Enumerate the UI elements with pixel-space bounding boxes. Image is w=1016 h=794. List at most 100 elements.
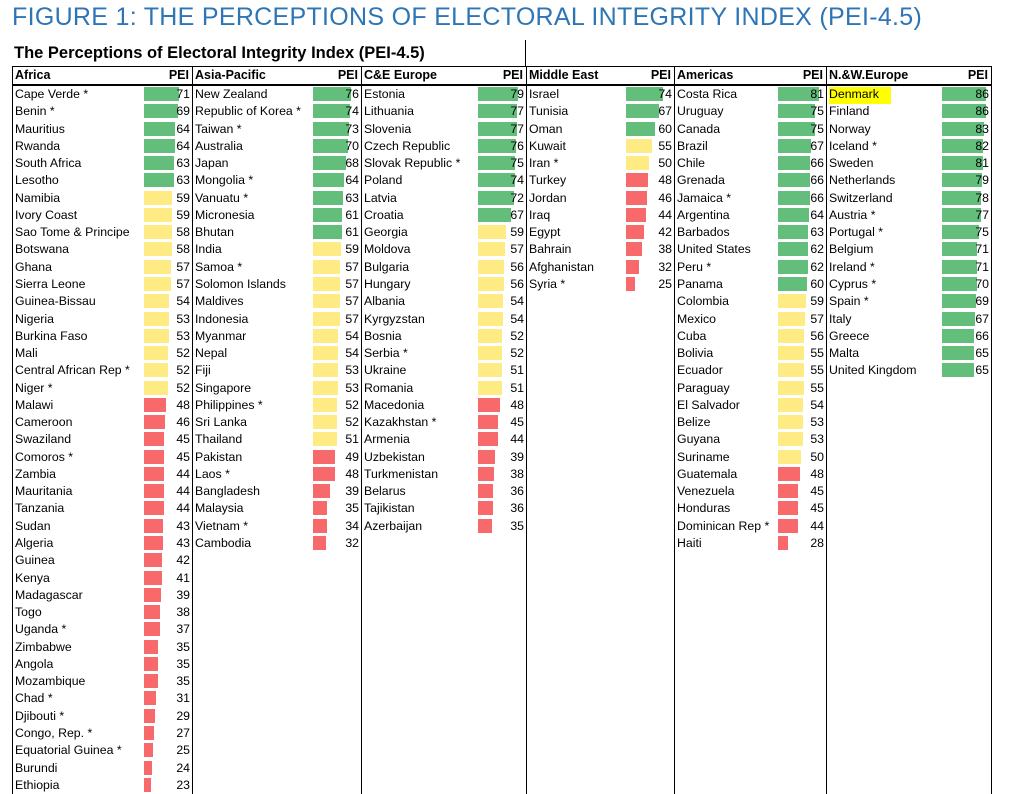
table-row: United States 62 (675, 241, 826, 258)
data-bar (313, 156, 347, 171)
data-bar (144, 570, 162, 585)
table-row: Tunisia 67 (527, 103, 674, 120)
pei-value: 57 (345, 294, 359, 309)
data-bar (144, 121, 176, 136)
table-row: Argentina 64 (675, 207, 826, 224)
pei-value: 76 (345, 87, 359, 101)
country-name: Lesotho (15, 173, 59, 188)
country-name: Italy (829, 311, 852, 326)
pei-value: 45 (810, 484, 824, 499)
table-row: Mauritius 64 (13, 121, 192, 138)
country-name: Georgia (364, 225, 408, 240)
table-row: Rwanda 64 (13, 138, 192, 155)
region-name: N.&W.Europe (829, 68, 909, 82)
data-bar (144, 328, 169, 343)
table-row: Australia 70 (193, 138, 361, 155)
table-row: Sweden 81 (827, 155, 991, 172)
table-row: Mozambique 35 (13, 673, 192, 690)
pei-value: 54 (510, 294, 524, 309)
country-name: Vietnam * (195, 518, 249, 533)
table-row: Republic of Korea * 74 (193, 103, 361, 120)
country-name: Bahrain (529, 242, 572, 257)
pei-header: PEI (967, 68, 988, 82)
pei-value: 77 (975, 207, 989, 222)
country-name: Central African Rep * (15, 363, 130, 378)
table-row: Malta 65 (827, 345, 991, 362)
country-name: Ghana (15, 259, 52, 274)
region-name: C&E Europe (364, 68, 437, 82)
table-row: Burundi 24 (13, 760, 192, 777)
pei-value: 39 (510, 449, 524, 464)
data-bar (478, 207, 511, 222)
data-bar (313, 501, 328, 516)
data-bar (144, 708, 155, 723)
country-name: Jordan (529, 190, 567, 205)
pei-value: 71 (975, 259, 989, 274)
data-bar (144, 242, 172, 257)
country-name: Iceland * (829, 138, 877, 153)
data-bar (626, 242, 643, 257)
data-bar (313, 121, 350, 136)
data-bar (313, 536, 326, 551)
table-row: Samoa * 57 (193, 259, 361, 276)
data-bar (778, 311, 806, 326)
data-bar (942, 121, 984, 136)
region-column: Asia-Pacific PEI New Zealand 76 Republic of … (193, 67, 362, 794)
country-name: Philippines * (195, 397, 263, 412)
table-row: Benin * 69 (13, 103, 192, 120)
data-bar (942, 87, 986, 101)
data-bar (144, 432, 165, 447)
country-name: Singapore (195, 380, 252, 395)
data-bar (478, 190, 514, 205)
country-name: New Zealand (195, 87, 268, 101)
pei-value: 58 (176, 225, 190, 240)
country-name: Sudan (15, 518, 51, 533)
pei-value: 52 (176, 346, 190, 361)
data-bar (313, 363, 338, 378)
table-row: Switzerland 78 (827, 190, 991, 207)
data-bar (778, 190, 811, 205)
pei-value: 39 (345, 484, 359, 499)
pei-value: 83 (975, 121, 989, 136)
data-bar (778, 87, 819, 101)
region-column: N.&W.Europe PEI Denmark 86 Finland 86 Norway 83… (827, 67, 991, 794)
pei-value: 77 (510, 104, 524, 119)
country-name: Ireland * (829, 259, 875, 274)
table-row: Algeria 43 (13, 535, 192, 552)
data-bar (942, 346, 974, 361)
country-name: India (195, 242, 222, 257)
data-bar (626, 173, 648, 188)
pei-value: 42 (658, 225, 672, 240)
data-bar (478, 380, 502, 395)
country-name: Sweden (829, 156, 874, 171)
table-row: Moldova 57 (362, 241, 526, 258)
pei-value: 50 (658, 156, 672, 171)
country-name: Malaysia (195, 501, 244, 516)
table-row: Colombia 59 (675, 293, 826, 310)
data-bar (778, 484, 799, 499)
data-bar (144, 156, 175, 171)
data-bar (942, 242, 978, 257)
pei-value: 61 (345, 207, 359, 222)
pei-value: 68 (345, 156, 359, 171)
data-bar (144, 449, 165, 464)
data-bar (942, 207, 981, 222)
pei-value: 66 (975, 328, 989, 343)
pei-value: 69 (176, 104, 190, 119)
table-row: Ireland * 71 (827, 259, 991, 276)
table-row: Haiti 28 (675, 535, 826, 552)
table-row: Albania 54 (362, 293, 526, 310)
data-bar (478, 432, 498, 447)
table-row: Kyrgyzstan 54 (362, 311, 526, 328)
data-bar (778, 501, 799, 516)
pei-value: 55 (810, 346, 824, 361)
pei-value: 61 (345, 225, 359, 240)
pei-value: 27 (176, 725, 190, 740)
data-bar (778, 466, 800, 481)
pei-value: 35 (176, 656, 190, 671)
data-bar (313, 432, 337, 447)
country-name: Latvia (364, 190, 397, 205)
data-bar (778, 363, 804, 378)
table-row: Philippines * 52 (193, 397, 361, 414)
data-bar (144, 518, 163, 533)
